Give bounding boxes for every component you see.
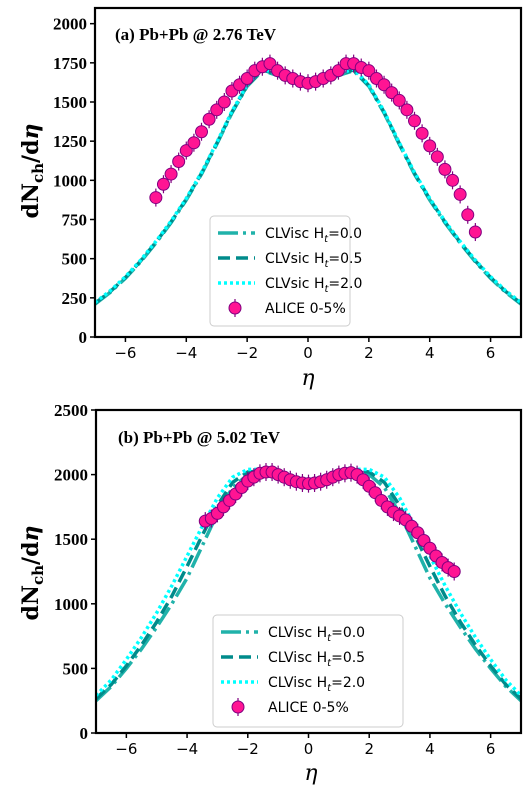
alice-data-point bbox=[195, 125, 208, 139]
alice-data-point bbox=[400, 103, 414, 117]
y-tick-label: 2500 bbox=[54, 401, 88, 420]
x-tick-label: 4 bbox=[425, 740, 435, 758]
y-tick-label: 750 bbox=[62, 211, 88, 230]
x-tick-label: 6 bbox=[486, 740, 496, 758]
alice-data-point bbox=[179, 144, 193, 158]
alice-data-point bbox=[149, 191, 163, 205]
y-tick-label: 1000 bbox=[54, 595, 88, 614]
x-tick-label: 4 bbox=[425, 344, 435, 362]
alice-data-point bbox=[453, 187, 467, 201]
alice-data-point bbox=[446, 173, 460, 187]
alice-data-point bbox=[240, 72, 254, 85]
x-tick-label: −6 bbox=[114, 344, 136, 362]
y-tick-label: 250 bbox=[62, 289, 88, 308]
y-tick-label: 1500 bbox=[54, 530, 88, 549]
x-tick-label: 0 bbox=[304, 740, 314, 758]
alice-data-point bbox=[408, 114, 421, 128]
alice-data-point bbox=[362, 64, 376, 78]
panel-b: (b) Pb+Pb @ 5.02 TeV dNch/dη η −6 −4 −2 0 2 4… bbox=[18, 401, 523, 785]
y-tick-label: 1500 bbox=[53, 93, 87, 112]
y-tick-label: 1250 bbox=[53, 132, 87, 151]
legend-label: CLVisc Ht=0.0 bbox=[268, 625, 365, 644]
x-tick-label: 2 bbox=[364, 740, 374, 758]
panel-a-title: (a) Pb+Pb @ 2.76 TeV bbox=[115, 25, 277, 44]
y-tick-label: 1750 bbox=[53, 54, 87, 73]
legend-marker bbox=[231, 700, 245, 714]
alice-data-point bbox=[377, 78, 391, 92]
alice-data-point bbox=[423, 139, 437, 153]
panel-a: (a) Pb+Pb @ 2.76 TeV dNch/dη η −6 −4 −2 0 2 4… bbox=[18, 6, 523, 391]
panel-b-x-axis-label: η bbox=[304, 761, 317, 785]
x-tick-label: −4 bbox=[175, 344, 197, 362]
alice-data-point bbox=[461, 208, 475, 222]
panel-a-y-axis-label: dNch/dη bbox=[18, 124, 47, 219]
alice-data-point bbox=[217, 95, 231, 109]
legend-label: CLVsic Ht=2.0 bbox=[265, 276, 362, 295]
alice-data-point bbox=[447, 565, 461, 578]
legend-label: ALICE 0-5% bbox=[265, 301, 346, 317]
legend: CLVisc Ht=0.0 CLVsic Ht=0.5 CLVsic Ht=2.0 A… bbox=[209, 215, 362, 327]
x-tick-label: −2 bbox=[236, 344, 258, 362]
panel-b-title: (b) Pb+Pb @ 5.02 TeV bbox=[118, 428, 281, 447]
alice-data-point bbox=[385, 86, 399, 100]
x-tick-label: 0 bbox=[303, 344, 313, 362]
plot-area bbox=[96, 463, 521, 702]
y-tick-label: 2000 bbox=[54, 466, 88, 485]
panel-b-y-axis-label: dNch/dη bbox=[18, 526, 47, 621]
plot-area bbox=[95, 54, 521, 306]
legend-label: ALICE 0-5% bbox=[268, 700, 349, 716]
legend-label: CLVsic Ht=0.5 bbox=[265, 251, 362, 270]
legend-label: CLVisc Ht=2.0 bbox=[268, 675, 365, 694]
x-tick-label: −4 bbox=[176, 740, 198, 758]
alice-data-point bbox=[468, 225, 482, 239]
alice-data-point bbox=[210, 103, 224, 117]
y-tick-label: 500 bbox=[63, 659, 89, 678]
x-tick-label: −2 bbox=[237, 740, 259, 758]
panel-a-x-axis-label: η bbox=[301, 366, 314, 391]
legend-marker bbox=[228, 301, 242, 315]
legend-box bbox=[209, 215, 351, 327]
alice-data-point bbox=[202, 112, 216, 126]
y-tick-label: 0 bbox=[80, 724, 89, 743]
alice-data-point bbox=[392, 93, 406, 107]
y-tick-label: 2000 bbox=[53, 15, 87, 34]
y-tick-label: 1000 bbox=[53, 171, 87, 190]
alice-data-point bbox=[415, 126, 429, 140]
x-tick-label: 6 bbox=[486, 344, 496, 362]
x-tick-label: 2 bbox=[364, 344, 374, 362]
legend: CLVisc Ht=0.0 CLVisc Ht=0.5 CLVisc Ht=2.0 A… bbox=[212, 614, 404, 728]
alice-data-point bbox=[156, 177, 170, 191]
alice-data-point bbox=[187, 136, 201, 150]
alice-data-point bbox=[164, 167, 178, 181]
y-tick-label: 500 bbox=[62, 250, 88, 269]
alice-data-point bbox=[438, 162, 452, 176]
legend-label: CLVisc Ht=0.0 bbox=[265, 226, 362, 245]
legend-label: CLVisc Ht=0.5 bbox=[268, 650, 365, 669]
alice-data-point bbox=[430, 150, 444, 164]
series-line-dashed bbox=[96, 468, 521, 701]
alice-data-point bbox=[172, 155, 186, 169]
y-tick-label: 0 bbox=[79, 328, 88, 347]
legend-box bbox=[212, 614, 404, 728]
x-tick-label: −6 bbox=[115, 740, 137, 758]
